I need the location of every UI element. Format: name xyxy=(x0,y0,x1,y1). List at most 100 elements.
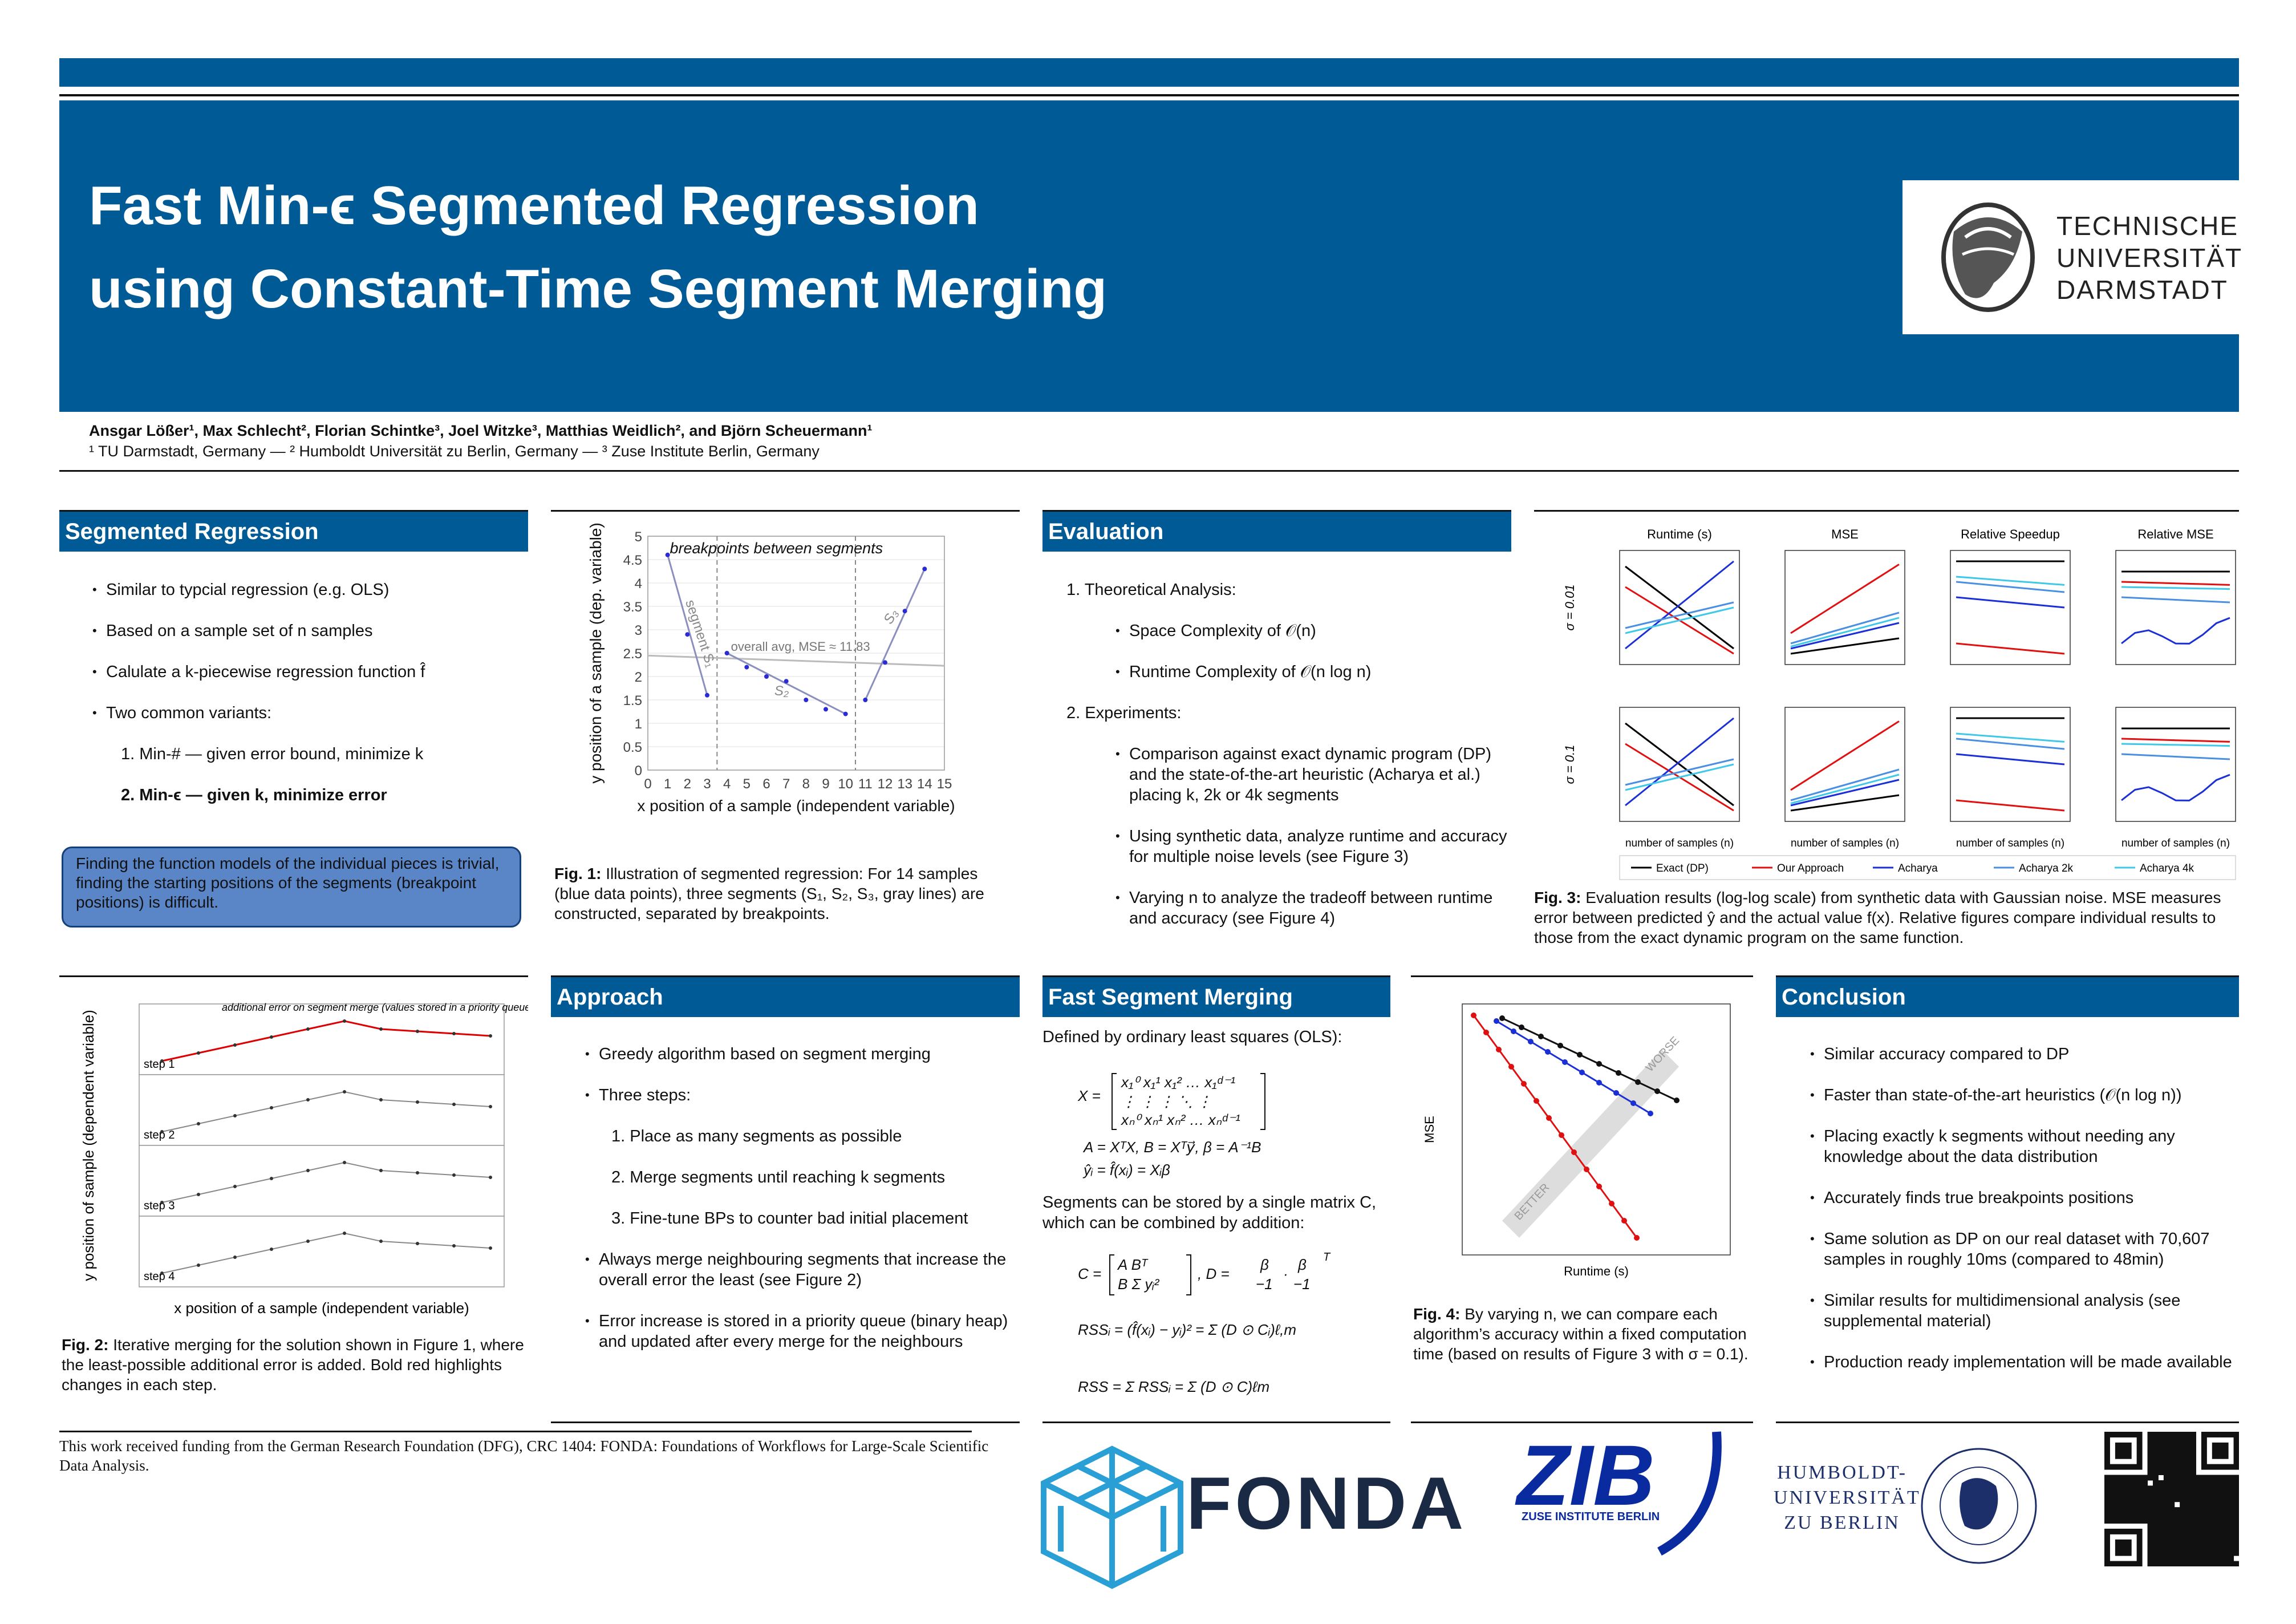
qr-module xyxy=(2147,1475,2153,1481)
qr-module xyxy=(2158,1453,2164,1459)
qr-module xyxy=(2196,1561,2202,1566)
qr-module xyxy=(2206,1545,2213,1551)
qr-module xyxy=(2190,1507,2196,1513)
qr-module xyxy=(2185,1459,2191,1465)
zib-arc-icon xyxy=(1657,1431,1722,1556)
y-tick-label: 1 xyxy=(635,716,642,732)
panel-title: Relative Speedup xyxy=(1961,527,2060,541)
qr-module xyxy=(2147,1437,2153,1443)
legend-label: Acharya 4k xyxy=(2140,862,2194,874)
qr-module xyxy=(2222,1491,2229,1497)
hu-line-1: HUMBOLDT- xyxy=(1777,1462,1907,1483)
qr-module xyxy=(2233,1464,2239,1470)
bullet: Space Complexity of 𝒪(n) xyxy=(1112,621,1511,641)
qr-module xyxy=(2110,1496,2116,1502)
bullet: Comparison against exact dynamic program… xyxy=(1112,744,1511,805)
qr-module xyxy=(2163,1464,2169,1470)
qr-module xyxy=(2152,1432,2159,1437)
svg-text:−1: −1 xyxy=(1293,1275,1311,1293)
step-frame xyxy=(139,1145,505,1217)
qr-module xyxy=(2180,1561,2186,1566)
bullet: Two common variants: xyxy=(89,703,522,723)
qr-module xyxy=(2180,1432,2186,1437)
sample-point xyxy=(270,1177,273,1180)
qr-module xyxy=(2115,1550,2121,1556)
qr-module xyxy=(2206,1561,2213,1566)
qr-module xyxy=(2180,1480,2186,1486)
step-frame xyxy=(139,1216,505,1287)
qr-module xyxy=(2110,1528,2116,1534)
qr-module xyxy=(2217,1491,2224,1497)
qr-module xyxy=(2136,1459,2143,1465)
qr-module xyxy=(2185,1507,2191,1513)
segment-line xyxy=(726,652,846,715)
qr-module xyxy=(2222,1453,2229,1459)
qr-module xyxy=(2131,1507,2137,1513)
qr-module xyxy=(2233,1534,2239,1540)
sample-point xyxy=(452,1103,456,1106)
bullet: Similar to typcial regression (e.g. OLS) xyxy=(89,580,522,600)
qr-module xyxy=(2120,1448,2127,1454)
data-point xyxy=(1621,1218,1627,1224)
qr-module xyxy=(2212,1485,2218,1492)
qr-module xyxy=(2125,1491,2132,1497)
qr-module xyxy=(2185,1523,2191,1529)
qr-module xyxy=(2217,1496,2224,1502)
qr-module xyxy=(2212,1550,2218,1556)
qr-module xyxy=(2147,1545,2153,1551)
qr-module xyxy=(2190,1518,2196,1524)
qr-module xyxy=(2180,1485,2186,1492)
hu-line-3: ZU BERLIN xyxy=(1784,1512,1900,1533)
fig2-chart: step 1 step 2 step 3 step 4 additional error… xyxy=(80,1002,528,1317)
qr-module xyxy=(2163,1556,2169,1562)
qr-module xyxy=(2196,1496,2202,1502)
qr-module xyxy=(2147,1469,2153,1476)
series-line xyxy=(1625,722,1734,807)
qr-module xyxy=(2180,1523,2186,1529)
qr-module xyxy=(2190,1512,2196,1518)
fig1-caption-text: Illustration of segmented regression: Fo… xyxy=(554,865,984,922)
qr-module xyxy=(2228,1491,2234,1497)
x-tick-label: 14 xyxy=(917,776,932,792)
qr-module xyxy=(2158,1545,2164,1551)
qr-module xyxy=(2104,1512,2110,1518)
qr-module xyxy=(2217,1507,2224,1513)
qr-module xyxy=(2163,1485,2169,1492)
rule xyxy=(1411,1421,1753,1423)
qr-module xyxy=(2152,1550,2159,1556)
qr-module xyxy=(2104,1442,2110,1448)
x-tick-label: 13 xyxy=(897,776,912,792)
qr-module xyxy=(2190,1442,2196,1448)
data-point xyxy=(1654,1088,1660,1094)
qr-module xyxy=(2131,1512,2137,1518)
qr-code-icon[interactable] xyxy=(2104,1432,2239,1566)
qr-module xyxy=(2206,1512,2213,1518)
bullet: Similar results for multidimensional ana… xyxy=(1807,1290,2236,1331)
qr-module xyxy=(2222,1501,2229,1508)
qr-module xyxy=(2158,1512,2164,1518)
qr-module xyxy=(2206,1485,2213,1492)
svg-text:A Bᵀ: A Bᵀ xyxy=(1117,1256,1149,1273)
qr-module xyxy=(2196,1539,2202,1545)
qr-module xyxy=(2180,1528,2186,1534)
qr-module xyxy=(2131,1528,2137,1534)
conclusion-content: Similar accuracy compared to DP Faster t… xyxy=(1807,1044,2236,1393)
x-tick-label: 8 xyxy=(802,776,810,792)
qr-module xyxy=(2217,1539,2224,1545)
qr-module xyxy=(2152,1448,2159,1454)
qr-module xyxy=(2185,1453,2191,1459)
authors: Ansgar Lößer¹, Max Schlecht², Florian Sc… xyxy=(89,422,873,439)
qr-module xyxy=(2212,1534,2218,1540)
qr-module xyxy=(2163,1469,2169,1476)
svg-text:RSS = Σ RSSᵢ = Σ (D ⊙ C)ℓm: RSS = Σ RSSᵢ = Σ (D ⊙ C)ℓm xyxy=(1078,1378,1269,1395)
qr-module xyxy=(2222,1556,2229,1562)
qr-module xyxy=(2190,1501,2196,1508)
qr-module xyxy=(2152,1459,2159,1465)
qr-module xyxy=(2180,1534,2186,1540)
qr-module xyxy=(2233,1485,2239,1492)
data-point xyxy=(1534,1098,1539,1104)
qr-module xyxy=(2217,1448,2224,1454)
qr-module xyxy=(2180,1496,2186,1502)
qr-module xyxy=(2142,1491,2148,1497)
data-point xyxy=(1630,1100,1636,1106)
